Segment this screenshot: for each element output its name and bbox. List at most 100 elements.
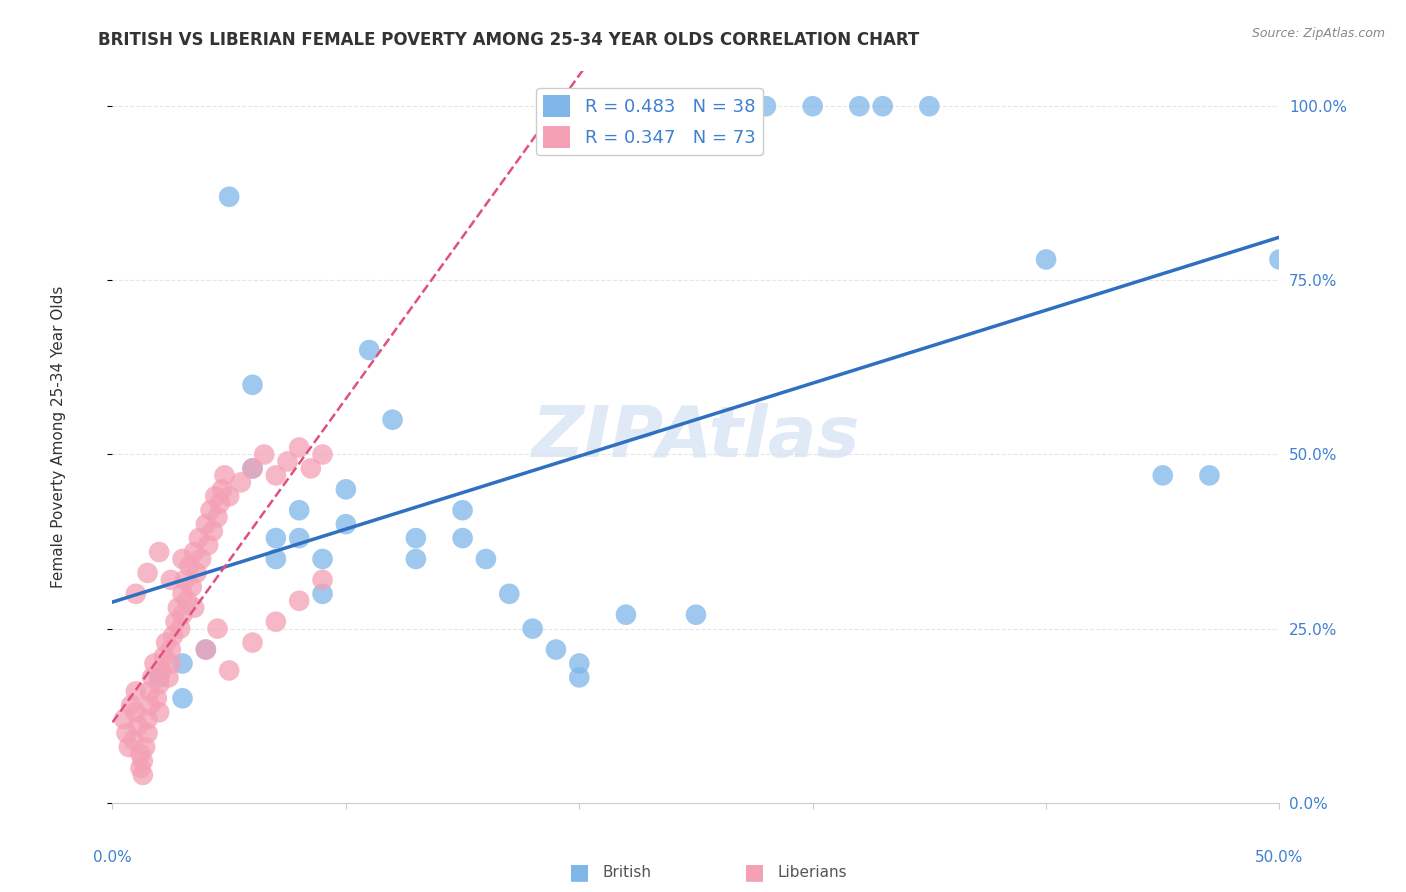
Point	[242, 461, 264, 475]
Point	[134, 740, 156, 755]
Point	[242, 461, 264, 475]
Point	[187, 531, 209, 545]
Point	[125, 684, 148, 698]
Point	[264, 552, 287, 566]
Point	[165, 615, 187, 629]
Point	[172, 552, 194, 566]
Point	[118, 740, 141, 755]
Point	[148, 677, 170, 691]
Point	[136, 726, 159, 740]
Point	[242, 377, 264, 392]
Point	[276, 454, 298, 468]
Point	[132, 768, 155, 782]
Point	[214, 468, 236, 483]
Legend: R = 0.483   N = 38, R = 0.347   N = 73: R = 0.483 N = 38, R = 0.347 N = 73	[536, 87, 762, 155]
Point	[194, 642, 217, 657]
Point	[176, 594, 198, 608]
Point	[157, 670, 180, 684]
Text: ZIPAtlas: ZIPAtlas	[531, 402, 860, 472]
Point	[169, 622, 191, 636]
Point	[136, 566, 159, 580]
Point	[139, 698, 162, 713]
Point	[122, 733, 145, 747]
Point	[568, 657, 591, 671]
Point	[183, 545, 205, 559]
Point	[1268, 252, 1291, 267]
Point	[1198, 468, 1220, 483]
Point	[153, 649, 176, 664]
Point	[197, 538, 219, 552]
Point	[148, 545, 170, 559]
Point	[264, 468, 287, 483]
Point	[475, 552, 498, 566]
Point	[150, 664, 173, 678]
Point	[211, 483, 233, 497]
Text: Source: ZipAtlas.com: Source: ZipAtlas.com	[1251, 27, 1385, 40]
Point	[148, 705, 170, 719]
Point	[129, 747, 152, 761]
Point	[685, 607, 707, 622]
Point	[451, 531, 474, 545]
Text: British: British	[603, 864, 651, 880]
Point	[162, 629, 184, 643]
Point	[208, 496, 231, 510]
Point	[264, 531, 287, 545]
Point	[160, 657, 183, 671]
Point	[146, 691, 169, 706]
Point	[311, 587, 333, 601]
Point	[125, 705, 148, 719]
Point	[218, 190, 240, 204]
Text: 50.0%: 50.0%	[1256, 850, 1303, 865]
Point	[451, 503, 474, 517]
Point	[172, 607, 194, 622]
Point	[801, 99, 824, 113]
Point	[568, 670, 591, 684]
Point	[201, 524, 224, 538]
Y-axis label: Female Poverty Among 25-34 Year Olds: Female Poverty Among 25-34 Year Olds	[51, 286, 66, 588]
Point	[207, 510, 229, 524]
Point	[335, 483, 357, 497]
Point	[544, 642, 567, 657]
Point	[359, 343, 381, 357]
Point	[1152, 468, 1174, 483]
Point	[218, 664, 240, 678]
Point	[132, 754, 155, 768]
Point	[405, 552, 427, 566]
Point	[918, 99, 941, 113]
Point	[148, 670, 170, 684]
Point	[186, 566, 208, 580]
Point	[190, 552, 212, 566]
Point	[136, 712, 159, 726]
Point	[1035, 252, 1057, 267]
Point	[166, 600, 188, 615]
Point	[614, 607, 637, 622]
Point	[173, 573, 195, 587]
Point	[381, 412, 404, 426]
Point	[311, 552, 333, 566]
Point	[299, 461, 322, 475]
Point	[160, 573, 183, 587]
Point	[194, 642, 217, 657]
Point	[229, 475, 252, 490]
Point	[288, 594, 311, 608]
Text: 0.0%: 0.0%	[93, 850, 132, 865]
Point	[115, 726, 138, 740]
Point	[127, 719, 149, 733]
Point	[180, 580, 202, 594]
Point	[172, 657, 194, 671]
Point	[200, 503, 222, 517]
Text: Liberians: Liberians	[778, 864, 848, 880]
Point	[172, 587, 194, 601]
Point	[755, 99, 778, 113]
Point	[405, 531, 427, 545]
Point	[139, 684, 162, 698]
Text: BRITISH VS LIBERIAN FEMALE POVERTY AMONG 25-34 YEAR OLDS CORRELATION CHART: BRITISH VS LIBERIAN FEMALE POVERTY AMONG…	[98, 31, 920, 49]
Point	[335, 517, 357, 532]
Text: ■: ■	[569, 863, 589, 882]
Point	[311, 448, 333, 462]
Point	[288, 441, 311, 455]
Point	[522, 622, 544, 636]
Point	[155, 635, 177, 649]
Point	[172, 691, 194, 706]
Point	[288, 531, 311, 545]
